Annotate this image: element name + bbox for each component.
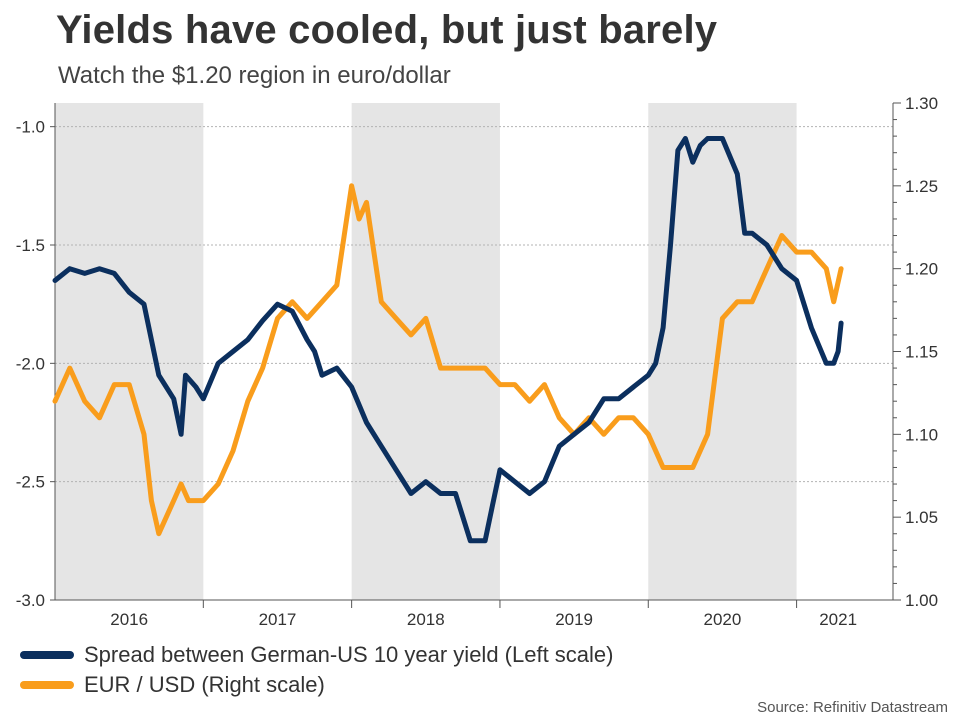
shaded-band-2 (648, 103, 797, 600)
series-line-spread (52, 136, 844, 544)
legend-item-spread: Spread between German-US 10 year yield (… (20, 640, 613, 670)
legend-item-eurusd: EUR / USD (Right scale) (20, 670, 613, 700)
right-tick-label-3: 1.15 (905, 343, 938, 362)
legend-swatch-spread (20, 651, 74, 659)
right-tick-label-2: 1.20 (905, 260, 938, 279)
legend-label-spread: Spread between German-US 10 year yield (… (84, 642, 614, 667)
shaded-band-1 (351, 103, 500, 600)
right-tick-label-1: 1.25 (905, 177, 938, 196)
x-tick-label-1: 2017 (259, 610, 297, 629)
series-line-eurusd (52, 183, 844, 537)
left-tick-label-4: -3.0 (16, 591, 45, 610)
chart-subtitle: Watch the $1.20 region in euro/dollar (58, 62, 451, 89)
right-tick-label-4: 1.10 (905, 425, 938, 444)
x-tick-label-4: 2020 (704, 610, 742, 629)
source-note: Source: Refinitiv Datastream (757, 699, 948, 716)
x-tick-label-0: 2016 (110, 610, 148, 629)
left-tick-label-0: -1.0 (16, 118, 45, 137)
left-tick-label-2: -2.0 (16, 354, 45, 373)
right-tick-label-6: 1.00 (905, 591, 938, 610)
x-tick-label-2: 2018 (407, 610, 445, 629)
right-tick-label-5: 1.05 (905, 508, 938, 527)
shaded-band-0 (55, 103, 204, 600)
right-tick-label-0: 1.30 (905, 94, 938, 113)
x-tick-label-3: 2019 (555, 610, 593, 629)
chart-title: Yields have cooled, but just barely (56, 8, 718, 52)
legend-swatch-eurusd (20, 681, 74, 689)
left-tick-label-1: -1.5 (16, 236, 45, 255)
x-tick-label-5: 2021 (819, 610, 857, 629)
legend: Spread between German-US 10 year yield (… (20, 640, 613, 700)
legend-label-eurusd: EUR / USD (Right scale) (84, 672, 325, 697)
left-tick-label-3: -2.5 (16, 473, 45, 492)
